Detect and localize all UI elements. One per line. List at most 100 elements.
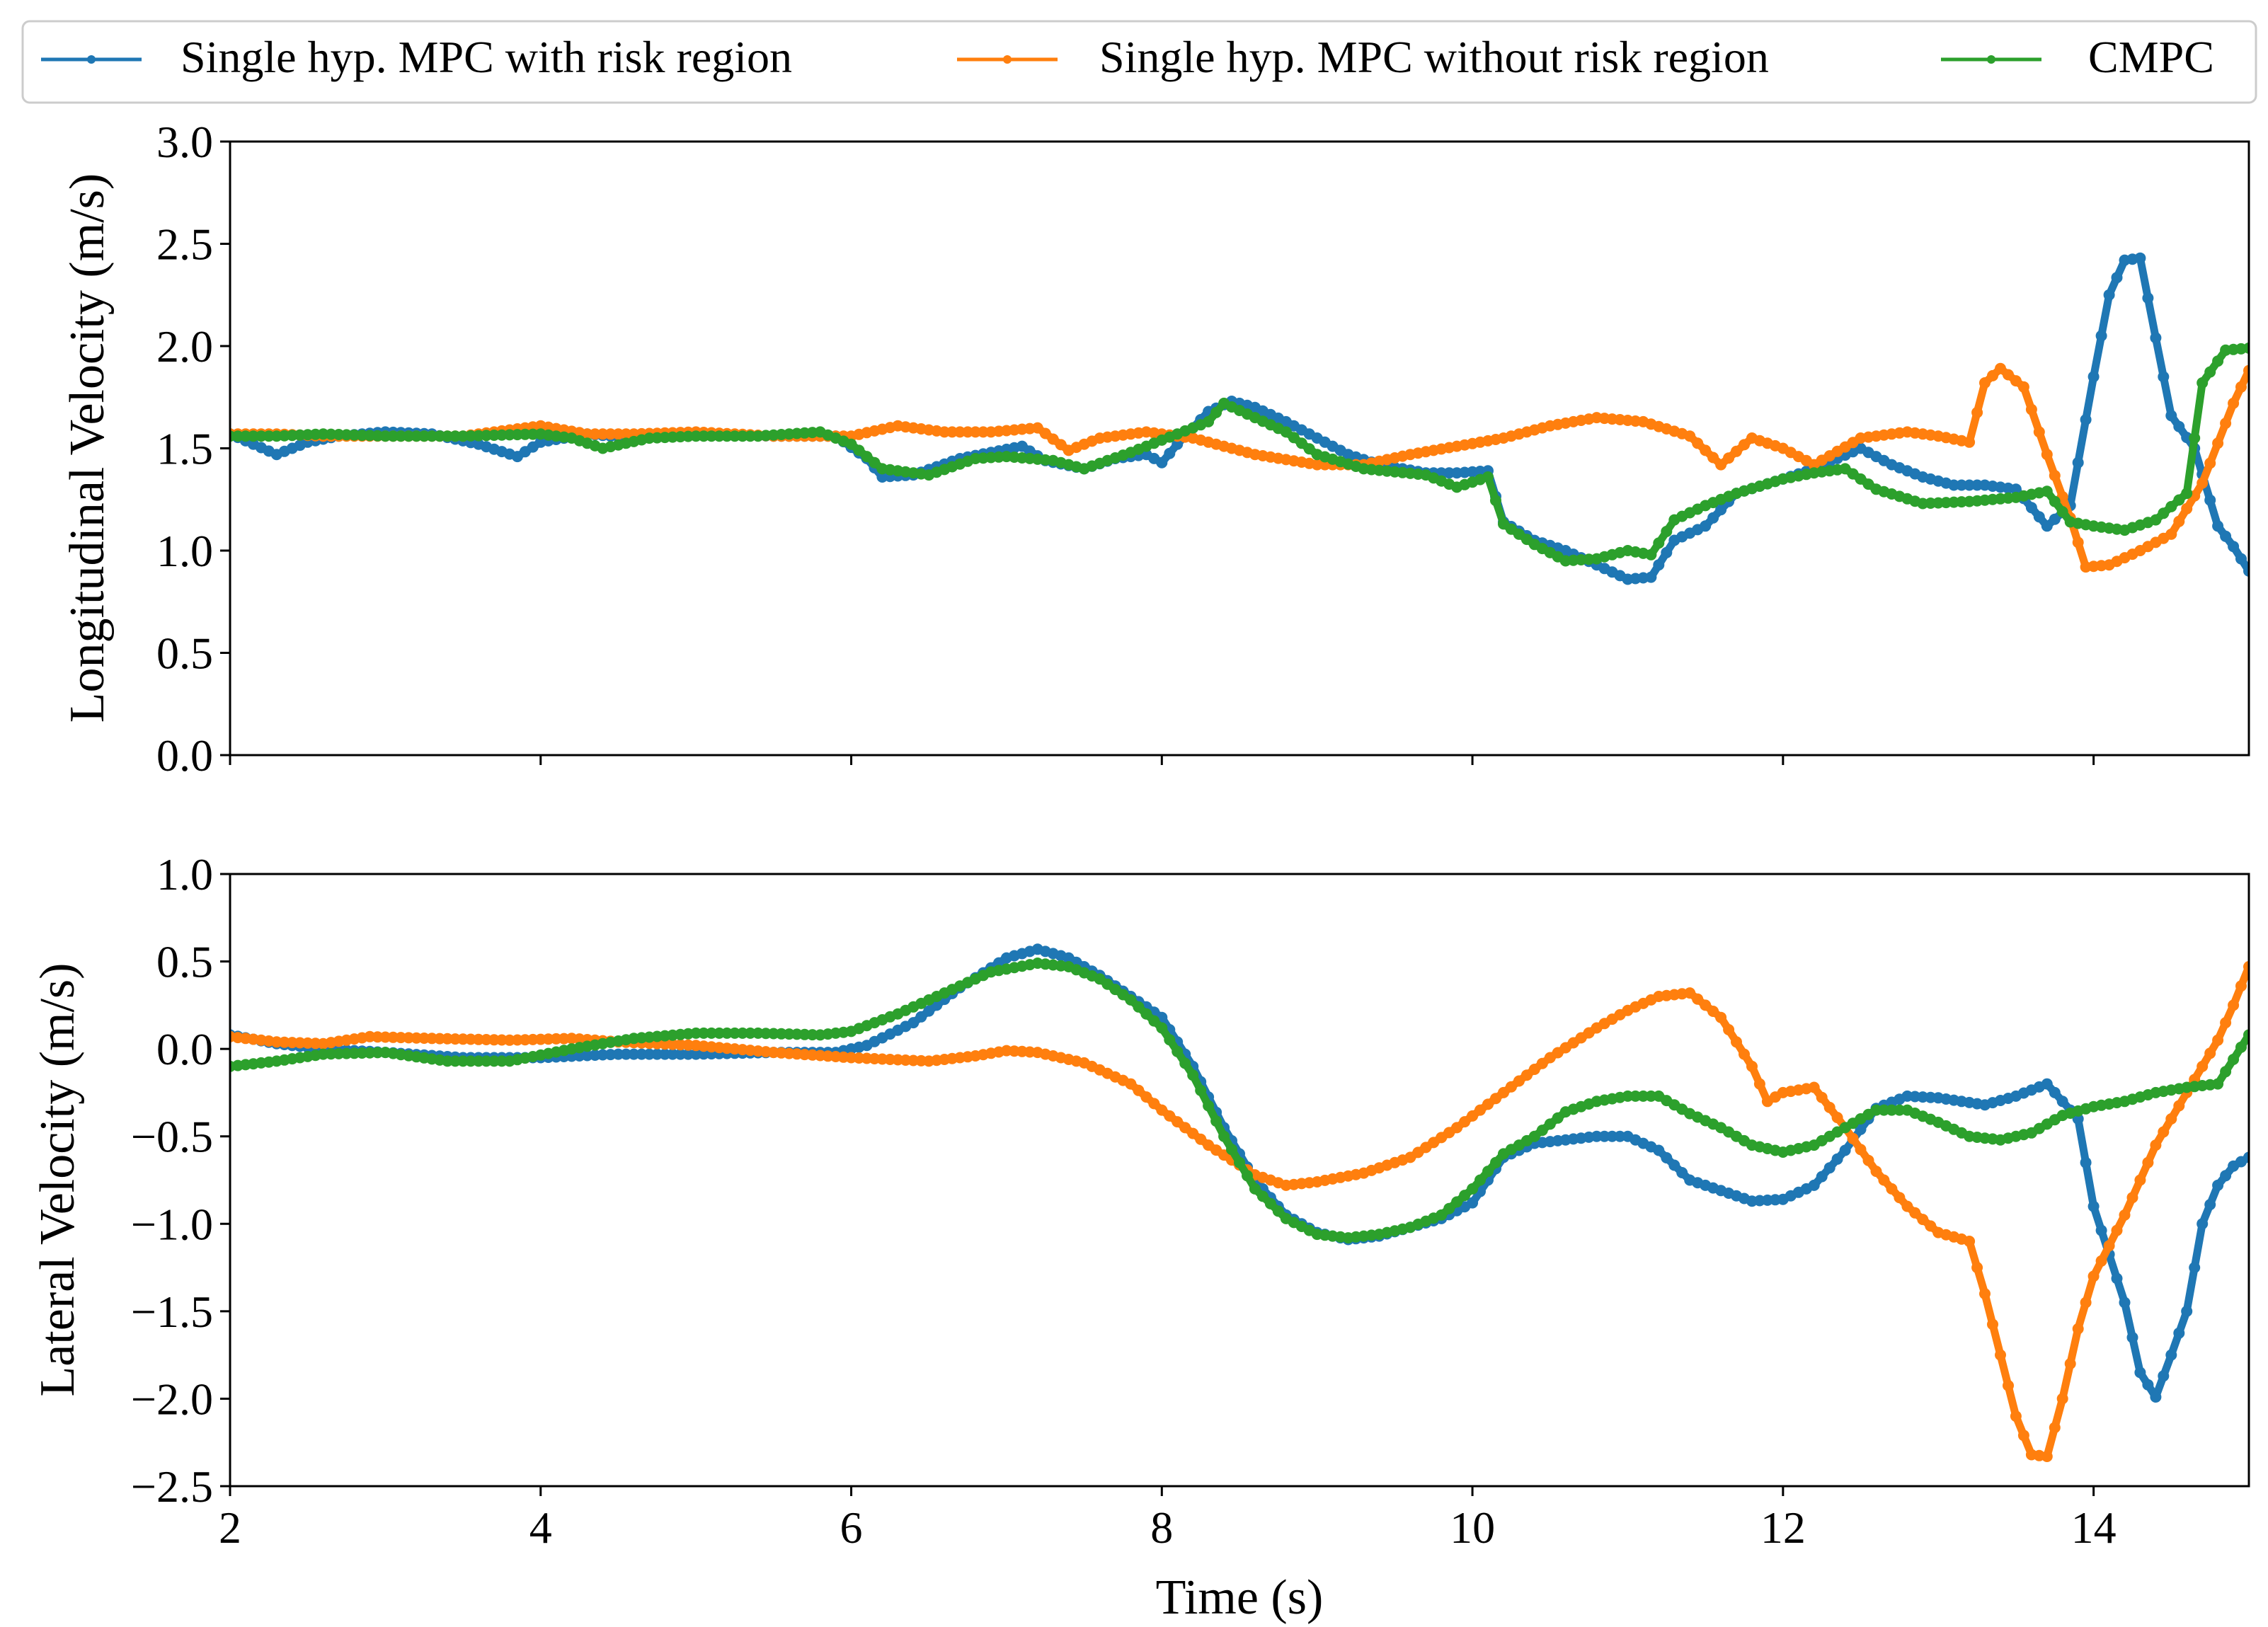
data-point <box>1723 452 1735 464</box>
data-point <box>1645 571 1657 583</box>
data-point <box>1498 1086 1509 1098</box>
data-point <box>1645 548 1657 560</box>
data-point <box>1606 1130 1618 1142</box>
data-point <box>1148 1098 1160 1110</box>
data-point <box>2243 961 2249 972</box>
data-point <box>2173 1327 2185 1339</box>
y-ticks-longitudinal: 0.0 0.5 1.0 1.5 2.0 2.5 3.0 <box>156 117 230 781</box>
data-point <box>1140 1091 1152 1103</box>
data-point <box>2111 1224 2123 1236</box>
data-point <box>2158 371 2170 383</box>
data-point <box>1172 438 1184 450</box>
data-point <box>2087 1270 2100 1282</box>
data-point <box>1886 1104 1898 1116</box>
data-point <box>2142 1156 2154 1168</box>
legend-item-s1: Single hyp. MPC with risk region <box>41 32 792 82</box>
data-point <box>1467 1197 1479 1209</box>
series-group-longitudinal <box>230 252 2249 585</box>
data-point <box>1692 437 1704 449</box>
legend-marker-s1 <box>87 55 96 64</box>
data-point <box>1855 1123 1867 1135</box>
data-point <box>1133 1001 1145 1013</box>
data-point <box>620 428 632 440</box>
data-point <box>2064 1358 2076 1369</box>
data-point <box>1133 1084 1145 1096</box>
data-point <box>2212 1179 2224 1191</box>
data-point <box>1739 439 1750 451</box>
data-point <box>2033 426 2045 438</box>
data-point <box>581 428 593 440</box>
data-point <box>2197 1060 2209 1072</box>
data-point <box>1614 1130 1626 1142</box>
data-point <box>2173 494 2185 506</box>
data-point <box>1917 1214 1929 1226</box>
data-point <box>675 1048 687 1060</box>
data-point <box>1700 999 1712 1011</box>
data-point <box>2041 485 2053 498</box>
data-point <box>2173 515 2185 527</box>
data-point <box>1715 1011 1727 1023</box>
data-point <box>2056 506 2068 518</box>
data-point <box>1653 559 1665 571</box>
data-point <box>1164 1110 1176 1122</box>
data-point <box>2111 272 2123 284</box>
data-point <box>2095 1255 2107 1267</box>
data-point <box>1979 1288 1991 1300</box>
y-tick-label: −1.5 <box>131 1287 213 1337</box>
data-point <box>2056 1096 2068 1108</box>
x-axis-label: Time (s) <box>1156 1570 1324 1625</box>
data-point <box>1055 439 1067 451</box>
data-point <box>2025 403 2037 415</box>
data-point <box>1467 1183 1479 1195</box>
data-point <box>1140 1008 1152 1020</box>
data-point <box>1436 1209 1448 1221</box>
data-point <box>2181 1305 2193 1317</box>
data-point <box>1964 479 1976 491</box>
data-point <box>2072 456 2084 468</box>
data-point <box>1311 459 1323 471</box>
data-point <box>2111 1272 2123 1284</box>
data-point <box>2095 1224 2107 1236</box>
data-point <box>2243 565 2249 577</box>
x-tick-label: 4 <box>529 1502 552 1553</box>
data-point <box>1536 1057 1548 1069</box>
data-point <box>2158 1126 2170 1138</box>
data-point <box>1995 362 2006 374</box>
data-point <box>465 1055 476 1067</box>
data-point <box>2095 330 2107 342</box>
data-point <box>946 426 958 438</box>
data-point <box>1909 1207 1921 1219</box>
x-ticks-lateral: 2 4 6 8 10 12 14 <box>219 1486 2117 1553</box>
x-tick-label: 2 <box>219 1502 241 1553</box>
data-point <box>1490 1093 1501 1105</box>
data-point <box>2072 536 2084 548</box>
data-point <box>1964 436 1976 448</box>
legend-marker-s3 <box>1987 55 1995 64</box>
data-point <box>2134 1367 2146 1379</box>
data-point <box>1987 1318 1998 1330</box>
data-point <box>1234 1156 1245 1168</box>
data-point <box>2165 528 2177 540</box>
data-point <box>2003 369 2014 381</box>
data-point <box>2003 1379 2014 1391</box>
data-point <box>1723 1024 1735 1035</box>
data-point <box>1816 1171 1828 1183</box>
axes-frame-lateral <box>229 873 2250 1488</box>
data-point <box>2072 1113 2084 1125</box>
data-point <box>1707 1006 1719 1017</box>
data-point <box>2049 1422 2061 1434</box>
data-point <box>2228 999 2240 1011</box>
data-point <box>1668 1159 1680 1171</box>
data-point <box>1753 1078 1765 1090</box>
legend-label-s2: Single hyp. MPC without risk region <box>1099 32 1769 82</box>
data-point <box>1987 369 1998 381</box>
data-point <box>1242 1170 1253 1182</box>
y-tick-label: 0.0 <box>156 1024 213 1074</box>
data-point <box>403 430 415 442</box>
data-point <box>1707 452 1719 464</box>
data-point <box>1823 1101 1835 1113</box>
data-point <box>1179 1122 1191 1134</box>
data-point <box>2142 1379 2154 1391</box>
data-point <box>1459 1116 1471 1128</box>
data-point <box>2220 1066 2232 1078</box>
